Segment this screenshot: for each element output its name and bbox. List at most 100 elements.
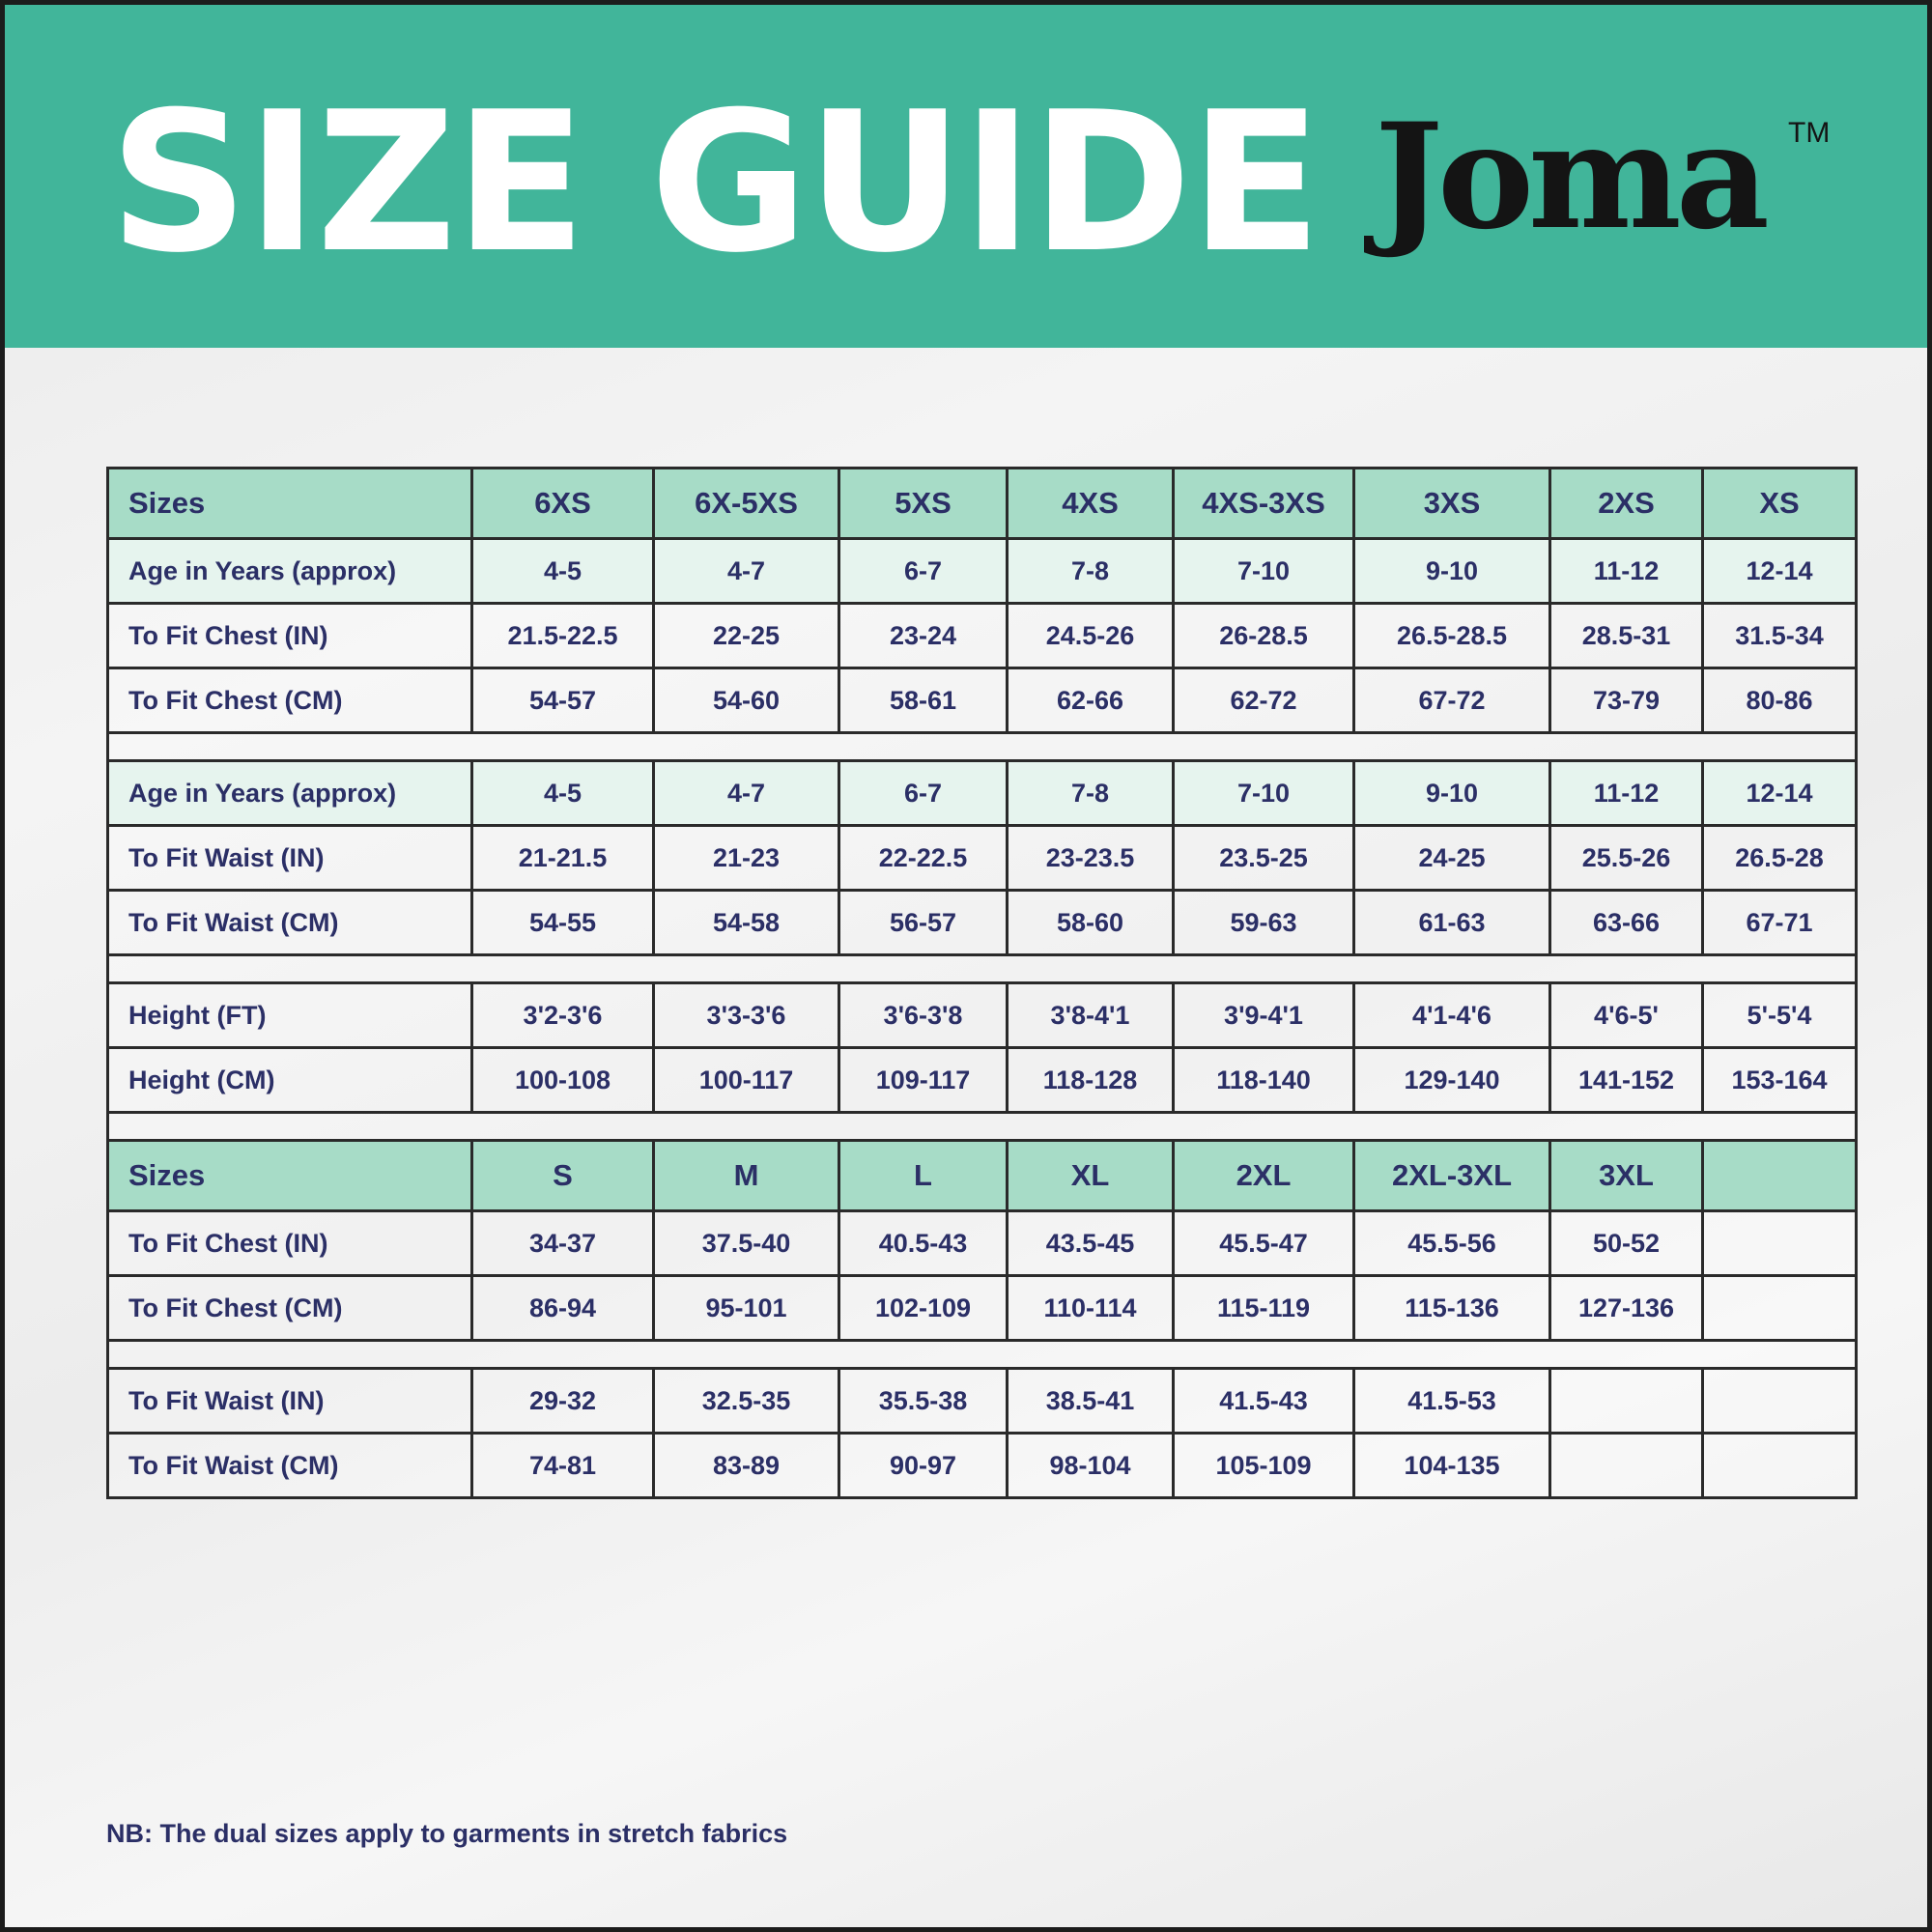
table-row: Height (FT) 3'2-3'6 3'3-3'6 3'6-3'8 3'8-4'1 3… — [106, 981, 1858, 1049]
logo-wordmark: Joma — [1375, 92, 1770, 262]
page-title: SIZE GUIDE — [109, 71, 1321, 296]
table-cell: 54-60 — [652, 667, 840, 734]
table-cell: S — [470, 1139, 655, 1212]
table-cell: 110-114 — [1006, 1274, 1175, 1342]
table-cell: 67-72 — [1352, 667, 1551, 734]
table-cell: 9-10 — [1352, 759, 1551, 827]
table-cell: 41.5-43 — [1172, 1367, 1355, 1435]
table-cell: 3'8-4'1 — [1006, 981, 1175, 1049]
size-header-row: Sizes 6XS 6X-5XS 5XS 4XS 4XS-3XS 3XS 2XS XS — [106, 467, 1858, 540]
table-row: To Fit Waist (IN) 29-32 32.5-35 35.5-38 38.5… — [106, 1367, 1858, 1435]
table-cell: 5XS — [838, 467, 1009, 540]
table-cell: 5'-5'4 — [1701, 981, 1858, 1049]
spacer-row — [106, 731, 1858, 762]
row-label: To Fit Waist (CM) — [106, 889, 473, 956]
table-cell: 32.5-35 — [652, 1367, 840, 1435]
row-label: Sizes — [106, 467, 473, 540]
table-cell: 4-7 — [652, 759, 840, 827]
table-cell: 98-104 — [1006, 1432, 1175, 1499]
table-cell: 56-57 — [838, 889, 1009, 956]
spacer-row — [106, 1339, 1858, 1370]
table-cell: 23.5-25 — [1172, 824, 1355, 892]
table-cell: 102-109 — [838, 1274, 1009, 1342]
table-cell — [1701, 1432, 1858, 1499]
table-cell: 3'3-3'6 — [652, 981, 840, 1049]
table-cell: 25.5-26 — [1548, 824, 1704, 892]
spacer-cell — [106, 1111, 1858, 1142]
spacer-row — [106, 953, 1858, 984]
table-cell: 7-8 — [1006, 537, 1175, 605]
table-cell: 3'2-3'6 — [470, 981, 655, 1049]
table-cell: 83-89 — [652, 1432, 840, 1499]
row-label: Age in Years (approx) — [106, 759, 473, 827]
table-cell: 100-108 — [470, 1046, 655, 1114]
size-header-row: Sizes S M L XL 2XL 2XL-3XL 3XL — [106, 1139, 1858, 1212]
table-cell — [1701, 1209, 1858, 1277]
table-cell: 21.5-22.5 — [470, 602, 655, 669]
table-cell: 109-117 — [838, 1046, 1009, 1114]
table-cell: 3XL — [1548, 1139, 1704, 1212]
table-cell: 118-128 — [1006, 1046, 1175, 1114]
table-cell: 40.5-43 — [838, 1209, 1009, 1277]
table-cell: 43.5-45 — [1006, 1209, 1175, 1277]
table-row: To Fit Waist (CM) 54-55 54-58 56-57 58-60 59-… — [106, 889, 1858, 956]
table-cell: 4XS — [1006, 467, 1175, 540]
table-row: To Fit Chest (IN) 34-37 37.5-40 40.5-43 43.5… — [106, 1209, 1858, 1277]
table-cell: 45.5-56 — [1352, 1209, 1551, 1277]
table-cell: 115-119 — [1172, 1274, 1355, 1342]
table-cell: 6-7 — [838, 759, 1009, 827]
table-cell: 11-12 — [1548, 759, 1704, 827]
table-cell: 6XS — [470, 467, 655, 540]
table-cell: 7-10 — [1172, 537, 1355, 605]
table-cell: 3XS — [1352, 467, 1551, 540]
row-label: To Fit Waist (IN) — [106, 1367, 473, 1435]
table-cell: 58-60 — [1006, 889, 1175, 956]
table-cell: 4'6-5' — [1548, 981, 1704, 1049]
table-cell: 4'1-4'6 — [1352, 981, 1551, 1049]
table-cell: 28.5-31 — [1548, 602, 1704, 669]
table-cell: 2XL — [1172, 1139, 1355, 1212]
table-cell — [1701, 1367, 1858, 1435]
joma-logo: Joma TM — [1375, 99, 1830, 293]
table-cell: 26.5-28.5 — [1352, 602, 1551, 669]
table-cell — [1701, 1274, 1858, 1342]
table-cell: 37.5-40 — [652, 1209, 840, 1277]
table-cell: 127-136 — [1548, 1274, 1704, 1342]
table-cell: 115-136 — [1352, 1274, 1551, 1342]
table-cell: 26-28.5 — [1172, 602, 1355, 669]
logo-trademark: TM — [1788, 117, 1831, 149]
table-cell — [1701, 1139, 1858, 1212]
table-cell: 3'9-4'1 — [1172, 981, 1355, 1049]
table-cell: 63-66 — [1548, 889, 1704, 956]
table-cell: 100-117 — [652, 1046, 840, 1114]
table-cell: 12-14 — [1701, 759, 1858, 827]
table-cell — [1548, 1432, 1704, 1499]
table-cell: M — [652, 1139, 840, 1212]
table-cell: 3'6-3'8 — [838, 981, 1009, 1049]
spacer-cell — [106, 953, 1858, 984]
row-label: To Fit Waist (IN) — [106, 824, 473, 892]
table-cell: 7-10 — [1172, 759, 1355, 827]
spacer-cell — [106, 1339, 1858, 1370]
table-cell: 41.5-53 — [1352, 1367, 1551, 1435]
table-cell: 62-66 — [1006, 667, 1175, 734]
table-cell: 90-97 — [838, 1432, 1009, 1499]
table-row: To Fit Waist (CM) 74-81 83-89 90-97 98-104 10… — [106, 1432, 1858, 1499]
table-cell: 153-164 — [1701, 1046, 1858, 1114]
table-cell: 45.5-47 — [1172, 1209, 1355, 1277]
table-cell: 118-140 — [1172, 1046, 1355, 1114]
row-label: To Fit Chest (IN) — [106, 1209, 473, 1277]
table-row: To Fit Waist (IN) 21-21.5 21-23 22-22.5 23-2… — [106, 824, 1858, 892]
table-cell: 62-72 — [1172, 667, 1355, 734]
table-cell: L — [838, 1139, 1009, 1212]
table-cell: 31.5-34 — [1701, 602, 1858, 669]
table-row: To Fit Chest (CM) 86-94 95-101 102-109 110-1… — [106, 1274, 1858, 1342]
row-label: To Fit Chest (CM) — [106, 1274, 473, 1342]
table-cell: 38.5-41 — [1006, 1367, 1175, 1435]
table-cell: 26.5-28 — [1701, 824, 1858, 892]
row-label: Age in Years (approx) — [106, 537, 473, 605]
table-cell: 54-55 — [470, 889, 655, 956]
table-cell: 6-7 — [838, 537, 1009, 605]
table-cell: 35.5-38 — [838, 1367, 1009, 1435]
